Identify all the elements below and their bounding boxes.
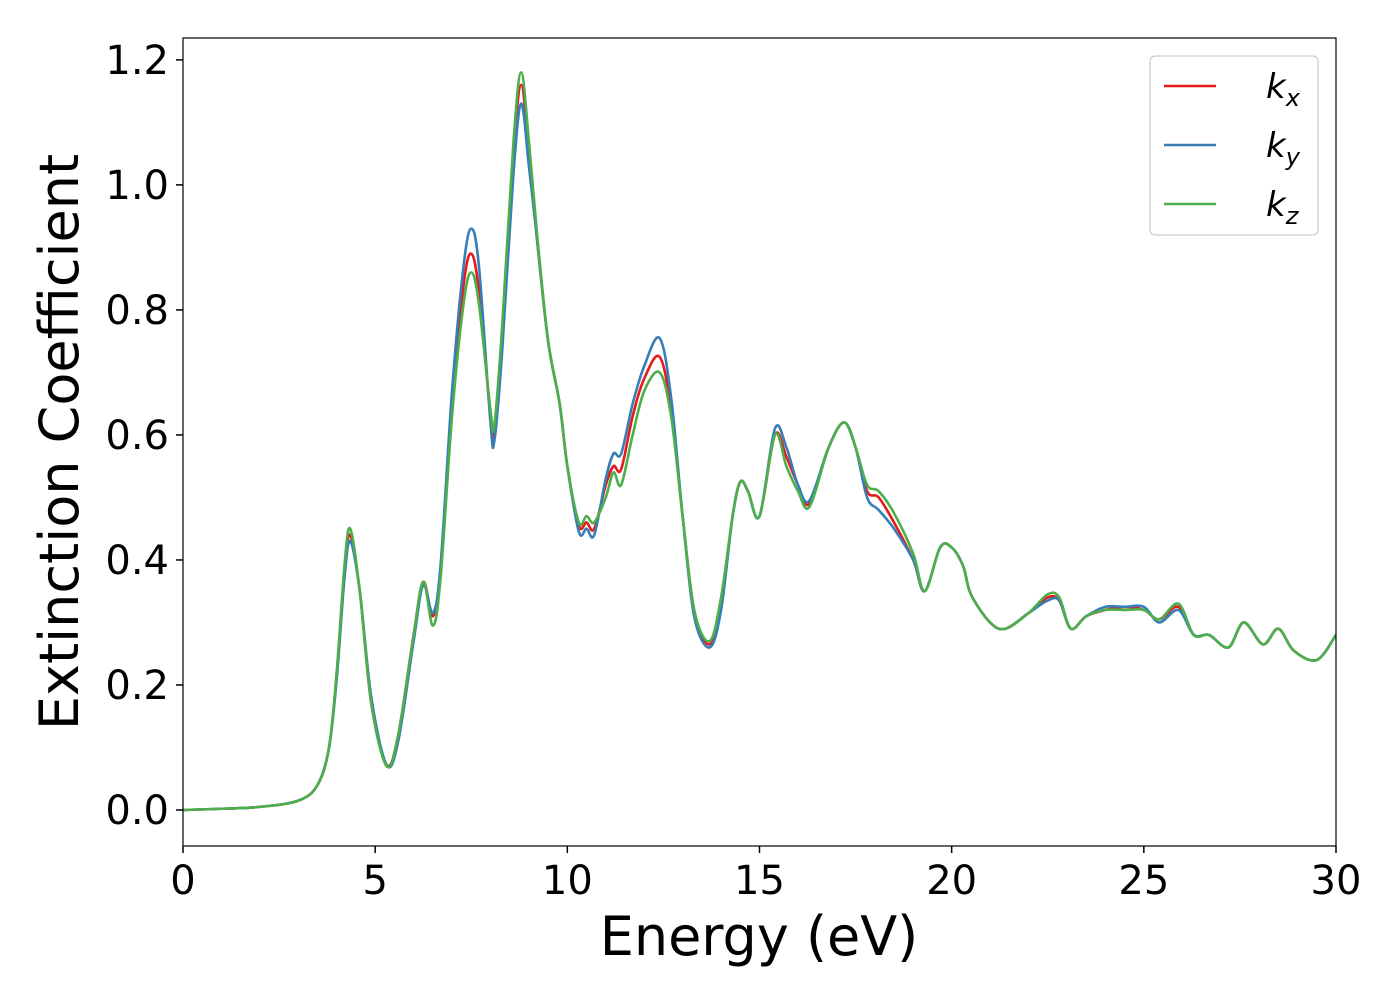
x-tick-label: 20: [926, 858, 977, 904]
x-tick-label: 10: [542, 858, 593, 904]
y-tick-label: 1.2: [105, 38, 169, 84]
legend-label: kx: [1266, 67, 1301, 112]
x-tick-label: 15: [734, 858, 785, 904]
x-tick-label: 25: [1118, 858, 1169, 904]
y-tick-label: 0.0: [105, 788, 169, 834]
x-tick-label: 30: [1311, 858, 1362, 904]
y-tick-label: 0.4: [105, 538, 169, 584]
legend-label: ky: [1266, 126, 1301, 171]
y-tick-label: 0.2: [105, 663, 169, 709]
x-axis-label: Energy (eV): [600, 905, 919, 968]
x-tick-label: 0: [170, 858, 195, 904]
y-tick-label: 1.0: [105, 163, 169, 209]
legend-label: kz: [1266, 185, 1300, 230]
x-tick-label: 5: [362, 858, 387, 904]
plot-frame: [182, 37, 1337, 847]
y-axis-label: Extinction Coefficient: [28, 154, 91, 730]
legend-box: [1149, 55, 1319, 236]
line-series: [183, 71, 1336, 812]
y-tick-label: 0.6: [105, 413, 169, 459]
y-tick-label: 0.8: [105, 288, 169, 334]
